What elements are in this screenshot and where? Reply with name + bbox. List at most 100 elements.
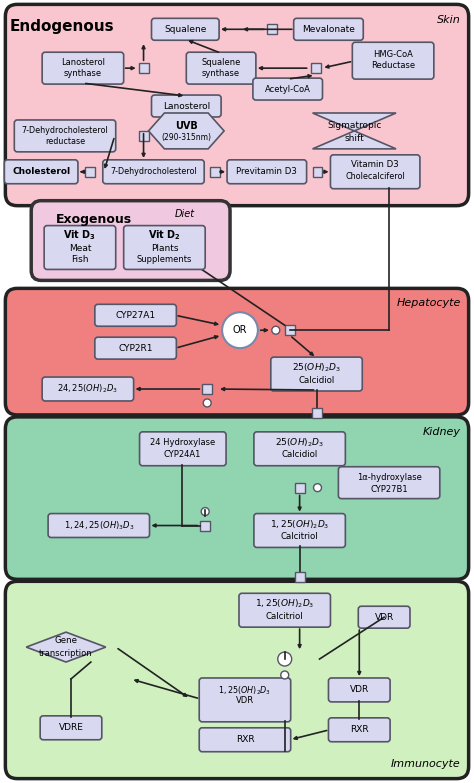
Bar <box>138 131 148 141</box>
Text: $\mathbf{Vit\ D_2}$: $\mathbf{Vit\ D_2}$ <box>148 229 181 243</box>
Text: Vitamin D3: Vitamin D3 <box>351 161 399 169</box>
Bar <box>285 325 295 335</box>
FancyBboxPatch shape <box>5 417 469 579</box>
Text: OR: OR <box>233 325 247 335</box>
Bar <box>310 63 320 73</box>
Text: Mevalonate: Mevalonate <box>302 25 355 34</box>
Bar <box>202 384 212 394</box>
FancyBboxPatch shape <box>42 52 124 84</box>
FancyBboxPatch shape <box>271 357 362 391</box>
Text: Exogenous: Exogenous <box>56 213 132 226</box>
Text: $1,25(OH)_2D_3$: $1,25(OH)_2D_3$ <box>255 598 314 611</box>
Bar <box>312 167 322 177</box>
Text: Supplements: Supplements <box>137 255 192 264</box>
Bar <box>85 167 95 177</box>
FancyBboxPatch shape <box>152 95 221 117</box>
FancyBboxPatch shape <box>199 678 291 722</box>
FancyBboxPatch shape <box>31 200 230 280</box>
Bar <box>267 24 277 34</box>
Text: Squalene
synthase: Squalene synthase <box>201 59 241 78</box>
Text: Calcidiol: Calcidiol <box>299 376 335 384</box>
Text: Endogenous: Endogenous <box>9 20 114 34</box>
FancyBboxPatch shape <box>227 160 307 184</box>
Text: Kidney: Kidney <box>423 427 461 437</box>
Text: transcription: transcription <box>39 648 93 658</box>
FancyBboxPatch shape <box>4 160 78 184</box>
FancyBboxPatch shape <box>328 678 390 702</box>
Text: CYP27A1: CYP27A1 <box>116 311 155 319</box>
FancyBboxPatch shape <box>330 155 420 189</box>
FancyBboxPatch shape <box>254 514 346 547</box>
Text: $1,25(OH)_2D_3$: $1,25(OH)_2D_3$ <box>219 684 272 697</box>
Text: VDRE: VDRE <box>59 723 83 732</box>
FancyBboxPatch shape <box>95 305 176 327</box>
Bar <box>295 572 305 583</box>
Bar <box>311 408 321 418</box>
Text: Cholesterol: Cholesterol <box>12 168 70 176</box>
Bar <box>210 167 220 177</box>
Text: Previtamin D3: Previtamin D3 <box>237 168 297 176</box>
Text: CYP2R1: CYP2R1 <box>118 344 153 352</box>
Text: $24,25(OH)_2D_3$: $24,25(OH)_2D_3$ <box>57 383 118 395</box>
Polygon shape <box>312 113 396 149</box>
FancyBboxPatch shape <box>42 377 134 401</box>
Text: Sigmatropic: Sigmatropic <box>327 121 382 131</box>
Text: Calcitriol: Calcitriol <box>266 612 303 621</box>
Polygon shape <box>26 632 106 662</box>
FancyBboxPatch shape <box>5 288 469 415</box>
FancyBboxPatch shape <box>358 606 410 628</box>
Text: Plants: Plants <box>151 244 178 253</box>
FancyBboxPatch shape <box>44 226 116 269</box>
FancyBboxPatch shape <box>124 226 205 269</box>
Text: $25(OH)_2D_3$: $25(OH)_2D_3$ <box>275 437 324 449</box>
Text: HMG-CoA
Reductase: HMG-CoA Reductase <box>371 50 415 70</box>
Text: Meat: Meat <box>69 244 91 253</box>
Text: VDR: VDR <box>374 612 394 622</box>
Text: Fish: Fish <box>71 255 89 264</box>
FancyBboxPatch shape <box>352 42 434 79</box>
Text: CYP24A1: CYP24A1 <box>164 450 201 460</box>
FancyBboxPatch shape <box>338 467 440 499</box>
Circle shape <box>222 312 258 348</box>
Text: Cholecalciferol: Cholecalciferol <box>346 172 405 182</box>
Text: 1α-hydroxylase: 1α-hydroxylase <box>356 473 421 482</box>
FancyBboxPatch shape <box>328 718 390 742</box>
FancyBboxPatch shape <box>199 728 291 752</box>
FancyBboxPatch shape <box>5 5 469 206</box>
Circle shape <box>201 507 209 515</box>
Text: UVB: UVB <box>175 121 198 131</box>
FancyBboxPatch shape <box>103 160 204 184</box>
Circle shape <box>203 399 211 407</box>
Text: shift: shift <box>345 135 364 143</box>
Text: Gene: Gene <box>55 636 78 644</box>
Circle shape <box>281 671 289 679</box>
Text: VDR: VDR <box>236 696 254 705</box>
Text: Skin: Skin <box>437 16 461 25</box>
FancyBboxPatch shape <box>95 337 176 359</box>
Text: Acetyl-CoA: Acetyl-CoA <box>265 85 310 94</box>
Text: CYP27B1: CYP27B1 <box>370 485 408 494</box>
Text: Diet: Diet <box>175 208 195 218</box>
Text: Hepatocyte: Hepatocyte <box>396 298 461 309</box>
Bar <box>138 63 148 73</box>
Polygon shape <box>148 113 224 149</box>
Bar <box>295 482 305 493</box>
FancyBboxPatch shape <box>139 432 226 466</box>
FancyBboxPatch shape <box>253 78 322 100</box>
Text: 7-Dehydrocholesterol
reductase: 7-Dehydrocholesterol reductase <box>22 126 109 146</box>
Text: 7-Dehydrocholesterol: 7-Dehydrocholesterol <box>110 168 197 176</box>
Text: VDR: VDR <box>350 685 369 695</box>
FancyBboxPatch shape <box>48 514 149 537</box>
FancyBboxPatch shape <box>5 581 469 778</box>
Text: $\mathbf{Vit\ D_3}$: $\mathbf{Vit\ D_3}$ <box>64 229 96 243</box>
FancyBboxPatch shape <box>254 432 346 466</box>
Text: RXR: RXR <box>236 735 254 745</box>
Text: $1,24,25(OH)_3D_3$: $1,24,25(OH)_3D_3$ <box>64 519 134 532</box>
Text: Calcidiol: Calcidiol <box>282 450 318 460</box>
Bar <box>200 521 210 531</box>
Text: Squalene: Squalene <box>164 25 207 34</box>
Text: (290-315nm): (290-315nm) <box>161 133 211 143</box>
Circle shape <box>272 327 280 334</box>
Text: Lanosterol: Lanosterol <box>163 102 210 110</box>
FancyBboxPatch shape <box>294 18 363 40</box>
